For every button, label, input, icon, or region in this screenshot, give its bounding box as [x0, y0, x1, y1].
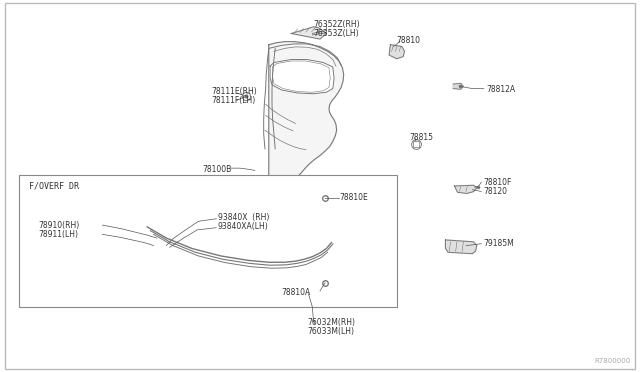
Text: 93840X  (RH): 93840X (RH)	[218, 213, 269, 222]
Text: 78910(RH): 78910(RH)	[38, 221, 79, 230]
Polygon shape	[270, 60, 334, 94]
Polygon shape	[445, 240, 477, 254]
Polygon shape	[291, 27, 326, 39]
Text: 76353Z(LH): 76353Z(LH)	[314, 29, 359, 38]
Text: 78111E(RH): 78111E(RH)	[211, 87, 257, 96]
Text: 76352Z(RH): 76352Z(RH)	[314, 20, 360, 29]
Text: 78812A: 78812A	[486, 85, 516, 94]
Text: 78810F: 78810F	[483, 178, 511, 187]
Text: 76032M(RH): 76032M(RH)	[307, 318, 355, 327]
Polygon shape	[297, 209, 304, 213]
Text: 78810A: 78810A	[282, 288, 311, 296]
Text: 78111F(LH): 78111F(LH)	[211, 96, 255, 105]
Polygon shape	[454, 185, 477, 193]
Text: 93840XA(LH): 93840XA(LH)	[218, 222, 268, 231]
Polygon shape	[389, 45, 404, 59]
Text: R7800000: R7800000	[594, 358, 630, 364]
Text: 78120: 78120	[483, 187, 507, 196]
Bar	[19, 175, 397, 307]
Text: 78810E: 78810E	[339, 193, 368, 202]
Polygon shape	[257, 42, 344, 277]
Text: 76033M(LH): 76033M(LH)	[307, 327, 354, 336]
Text: 78815: 78815	[410, 133, 434, 142]
Text: F/OVERF DR: F/OVERF DR	[29, 182, 79, 191]
Polygon shape	[453, 83, 463, 89]
Text: 78911(LH): 78911(LH)	[38, 230, 79, 239]
Text: 78100B: 78100B	[202, 165, 232, 174]
Text: 79185M: 79185M	[483, 239, 514, 248]
Text: 78810: 78810	[397, 36, 421, 45]
